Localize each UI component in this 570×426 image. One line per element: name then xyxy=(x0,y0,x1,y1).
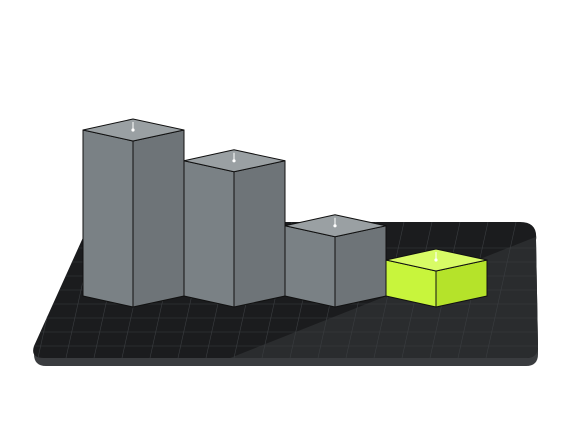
bar-marker-dot xyxy=(131,128,135,132)
grid-line xyxy=(33,222,41,358)
bar-face-right xyxy=(334,225,387,308)
bar-marker-dot xyxy=(333,224,337,228)
bar-face-left xyxy=(183,160,235,308)
bar-face-right xyxy=(132,129,185,308)
bar-3 xyxy=(284,214,387,308)
bar-face-left xyxy=(284,225,336,308)
bar-2 xyxy=(183,149,286,308)
bar-1 xyxy=(82,118,185,308)
bar-4 xyxy=(385,248,488,308)
bars xyxy=(82,118,488,308)
bar-marker-dot xyxy=(232,159,236,163)
grid-line xyxy=(485,222,517,358)
bar-face-left xyxy=(82,129,134,308)
bar-face-right xyxy=(233,160,286,308)
bar-marker-dot xyxy=(434,258,438,262)
